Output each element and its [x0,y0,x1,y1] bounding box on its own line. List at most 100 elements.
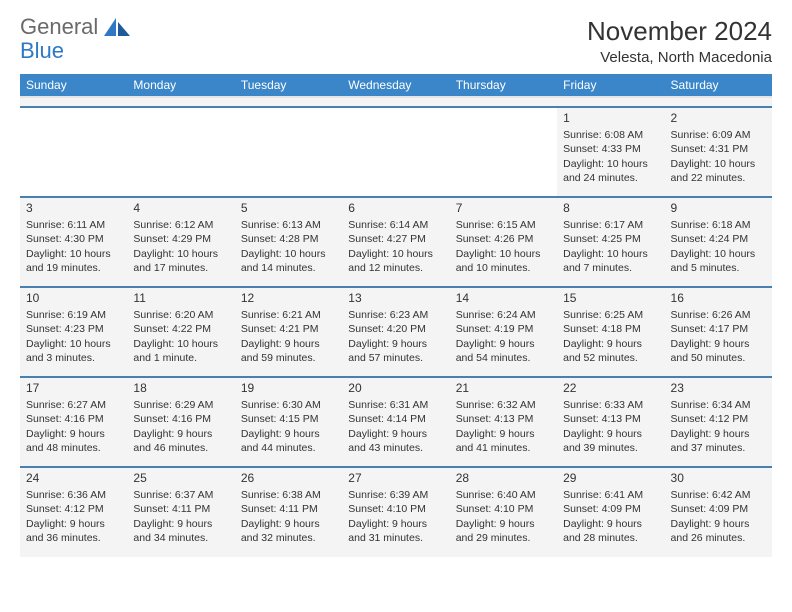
daylight1-text: Daylight: 9 hours [563,517,658,531]
day-number: 27 [348,470,443,486]
day-cell: 19Sunrise: 6:30 AMSunset: 4:15 PMDayligh… [235,377,342,467]
day-cell: 11Sunrise: 6:20 AMSunset: 4:22 PMDayligh… [127,287,234,377]
daylight1-text: Daylight: 10 hours [133,337,228,351]
day-number: 30 [671,470,766,486]
daylight2-text: and 46 minutes. [133,441,228,455]
day-cell: 10Sunrise: 6:19 AMSunset: 4:23 PMDayligh… [20,287,127,377]
daylight2-text: and 1 minute. [133,351,228,365]
daylight2-text: and 34 minutes. [133,531,228,545]
daylight2-text: and 22 minutes. [671,171,766,185]
daylight2-text: and 41 minutes. [456,441,551,455]
daylight1-text: Daylight: 9 hours [456,517,551,531]
daylight1-text: Daylight: 9 hours [348,337,443,351]
calendar-head: SundayMondayTuesdayWednesdayThursdayFrid… [20,74,772,97]
sunrise-text: Sunrise: 6:12 AM [133,218,228,232]
page: General Blue November 2024 Velesta, Nort… [0,0,792,573]
day-cell: 6Sunrise: 6:14 AMSunset: 4:27 PMDaylight… [342,197,449,287]
day-cell: 25Sunrise: 6:37 AMSunset: 4:11 PMDayligh… [127,467,234,557]
sunset-text: Sunset: 4:22 PM [133,322,228,336]
sunset-text: Sunset: 4:17 PM [671,322,766,336]
location: Velesta, North Macedonia [587,49,772,66]
day-number: 29 [563,470,658,486]
day-number: 21 [456,380,551,396]
header-spacer-row [20,97,772,107]
logo-word-general: General [20,14,98,39]
sunset-text: Sunset: 4:12 PM [671,412,766,426]
sunset-text: Sunset: 4:28 PM [241,232,336,246]
daylight1-text: Daylight: 9 hours [456,427,551,441]
sunrise-text: Sunrise: 6:23 AM [348,308,443,322]
sunrise-text: Sunrise: 6:24 AM [456,308,551,322]
sunset-text: Sunset: 4:16 PM [133,412,228,426]
day-number: 2 [671,110,766,126]
day-cell: 15Sunrise: 6:25 AMSunset: 4:18 PMDayligh… [557,287,664,377]
daylight2-text: and 50 minutes. [671,351,766,365]
sunset-text: Sunset: 4:15 PM [241,412,336,426]
day-cell: 27Sunrise: 6:39 AMSunset: 4:10 PMDayligh… [342,467,449,557]
daylight1-text: Daylight: 9 hours [456,337,551,351]
empty-cell [450,107,557,197]
day-cell: 28Sunrise: 6:40 AMSunset: 4:10 PMDayligh… [450,467,557,557]
sunset-text: Sunset: 4:30 PM [26,232,121,246]
daylight2-text: and 37 minutes. [671,441,766,455]
daylight1-text: Daylight: 9 hours [241,337,336,351]
sunrise-text: Sunrise: 6:08 AM [563,128,658,142]
day-cell: 24Sunrise: 6:36 AMSunset: 4:12 PMDayligh… [20,467,127,557]
daylight1-text: Daylight: 10 hours [563,247,658,261]
sunrise-text: Sunrise: 6:14 AM [348,218,443,232]
daylight1-text: Daylight: 9 hours [671,337,766,351]
logo: General Blue [20,16,132,62]
daylight1-text: Daylight: 10 hours [671,157,766,171]
week-row: 17Sunrise: 6:27 AMSunset: 4:16 PMDayligh… [20,377,772,467]
day-cell: 30Sunrise: 6:42 AMSunset: 4:09 PMDayligh… [665,467,772,557]
sunset-text: Sunset: 4:13 PM [456,412,551,426]
sunrise-text: Sunrise: 6:36 AM [26,488,121,502]
daylight1-text: Daylight: 9 hours [563,337,658,351]
sunrise-text: Sunrise: 6:38 AM [241,488,336,502]
daylight1-text: Daylight: 10 hours [241,247,336,261]
sunset-text: Sunset: 4:23 PM [26,322,121,336]
calendar-body: 1Sunrise: 6:08 AMSunset: 4:33 PMDaylight… [20,97,772,557]
sunset-text: Sunset: 4:27 PM [348,232,443,246]
sunset-text: Sunset: 4:12 PM [26,502,121,516]
day-number: 7 [456,200,551,216]
day-number: 4 [133,200,228,216]
sunrise-text: Sunrise: 6:13 AM [241,218,336,232]
day-number: 20 [348,380,443,396]
day-header: Wednesday [342,74,449,97]
daylight1-text: Daylight: 9 hours [671,427,766,441]
sunset-text: Sunset: 4:21 PM [241,322,336,336]
day-number: 10 [26,290,121,306]
day-header: Thursday [450,74,557,97]
daylight1-text: Daylight: 10 hours [563,157,658,171]
day-cell: 21Sunrise: 6:32 AMSunset: 4:13 PMDayligh… [450,377,557,467]
sunset-text: Sunset: 4:09 PM [563,502,658,516]
daylight1-text: Daylight: 10 hours [456,247,551,261]
day-cell: 14Sunrise: 6:24 AMSunset: 4:19 PMDayligh… [450,287,557,377]
logo-sail-icon [102,16,132,38]
day-header: Saturday [665,74,772,97]
daylight1-text: Daylight: 9 hours [241,427,336,441]
daylight2-text: and 54 minutes. [456,351,551,365]
empty-cell [20,107,127,197]
header: General Blue November 2024 Velesta, Nort… [20,16,772,66]
sunset-text: Sunset: 4:11 PM [241,502,336,516]
day-number: 16 [671,290,766,306]
month-title: November 2024 [587,16,772,47]
empty-cell [127,107,234,197]
daylight2-text: and 52 minutes. [563,351,658,365]
daylight2-text: and 12 minutes. [348,261,443,275]
day-number: 8 [563,200,658,216]
day-cell: 9Sunrise: 6:18 AMSunset: 4:24 PMDaylight… [665,197,772,287]
sunrise-text: Sunrise: 6:42 AM [671,488,766,502]
sunset-text: Sunset: 4:13 PM [563,412,658,426]
day-number: 28 [456,470,551,486]
sunrise-text: Sunrise: 6:26 AM [671,308,766,322]
sunrise-text: Sunrise: 6:29 AM [133,398,228,412]
day-header: Sunday [20,74,127,97]
sunset-text: Sunset: 4:31 PM [671,142,766,156]
sunrise-text: Sunrise: 6:09 AM [671,128,766,142]
daylight2-text: and 5 minutes. [671,261,766,275]
daylight2-text: and 36 minutes. [26,531,121,545]
daylight2-text: and 39 minutes. [563,441,658,455]
